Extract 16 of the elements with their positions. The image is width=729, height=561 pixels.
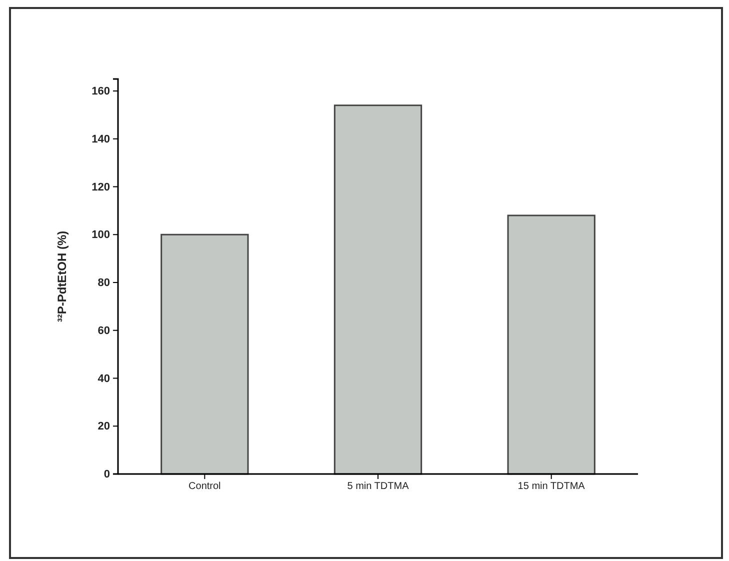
x-tick-label: 15 min TDTMA — [518, 481, 586, 492]
y-tick-label: 140 — [92, 133, 110, 146]
y-tick-label: 80 — [98, 277, 110, 290]
bar — [507, 214, 596, 475]
y-tick-label: 20 — [98, 420, 110, 433]
bar — [160, 234, 249, 475]
y-tick-label: 120 — [92, 181, 110, 194]
y-tick-label: 100 — [92, 229, 110, 242]
bar — [334, 104, 422, 475]
y-tick-label: 60 — [98, 324, 110, 337]
x-tick-label: Control — [188, 481, 221, 492]
x-tick-label: 5 min TDTMA — [347, 481, 410, 492]
y-axis-title: ³²P-PdtEtOH (%) — [55, 230, 69, 322]
y-tick-label: 40 — [98, 372, 110, 385]
y-tick-label: 160 — [92, 85, 110, 98]
y-tick-label: 0 — [104, 468, 110, 481]
